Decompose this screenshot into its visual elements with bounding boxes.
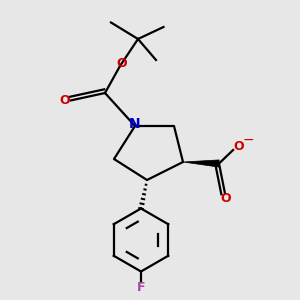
Text: −: − [242, 133, 254, 146]
Polygon shape [183, 160, 219, 167]
Text: O: O [220, 192, 231, 206]
Text: O: O [60, 94, 70, 107]
Text: N: N [129, 117, 141, 130]
Text: O: O [233, 140, 244, 154]
Text: O: O [116, 57, 127, 70]
Text: F: F [137, 280, 145, 294]
